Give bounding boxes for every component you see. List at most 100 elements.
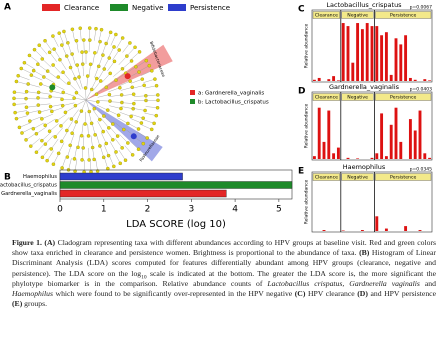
- node: [54, 119, 59, 123]
- node: [40, 117, 44, 121]
- node: [80, 158, 84, 162]
- branch: [138, 65, 150, 72]
- node: [139, 121, 144, 125]
- abundance-bar: [380, 35, 384, 81]
- abundance-bar: [332, 153, 336, 159]
- branch: [34, 49, 44, 59]
- branch: [37, 64, 48, 72]
- abundance-bar: [332, 76, 336, 81]
- node: [118, 161, 123, 166]
- node: [98, 117, 102, 122]
- node: [49, 147, 54, 151]
- branch: [109, 101, 122, 103]
- node: [36, 96, 40, 100]
- abundance-bar: [389, 74, 393, 81]
- branch: [119, 112, 132, 117]
- p-value: p=0.0345: [410, 167, 433, 173]
- node: [104, 141, 109, 146]
- node: [50, 109, 54, 114]
- branch: [53, 49, 61, 60]
- node: [37, 43, 41, 47]
- branch: [29, 55, 40, 64]
- node: [40, 57, 45, 61]
- node: [36, 62, 40, 66]
- node: [73, 76, 77, 81]
- node: [145, 136, 149, 140]
- branch: [31, 74, 43, 81]
- abundance-bar: [394, 38, 398, 81]
- branch: [86, 76, 88, 89]
- branch: [63, 31, 68, 43]
- abundance-bar: [408, 77, 412, 81]
- branch: [85, 94, 97, 101]
- node: [122, 127, 126, 132]
- branch: [116, 37, 123, 49]
- branch: [36, 126, 47, 134]
- node: [124, 73, 131, 80]
- node: [43, 39, 47, 43]
- figure: ABifidobacteriaceaePasteurellaceaeCleara…: [0, 1, 433, 233]
- branch: [105, 129, 113, 140]
- node: [53, 135, 57, 139]
- node: [111, 138, 115, 142]
- branch: [46, 150, 54, 161]
- node: [79, 109, 84, 113]
- branch: [94, 66, 99, 78]
- branch: [68, 158, 72, 170]
- branch: [66, 55, 72, 68]
- branch: [118, 150, 126, 161]
- branch: [131, 114, 144, 119]
- node: [107, 126, 111, 130]
- node: [68, 143, 72, 148]
- taxon-label: b: Lactobacillus_crispatus: [198, 100, 269, 106]
- branch: [55, 127, 64, 137]
- node: [150, 69, 154, 73]
- branch: [24, 62, 35, 70]
- node: [81, 146, 85, 150]
- legend-swatch: [168, 4, 186, 11]
- node: [78, 26, 82, 30]
- node: [38, 82, 43, 86]
- branch: [101, 132, 107, 144]
- node: [19, 66, 24, 71]
- node: [101, 129, 105, 134]
- node: [72, 157, 77, 161]
- group-box: [375, 11, 432, 19]
- branch: [97, 120, 104, 132]
- branch: [14, 103, 27, 105]
- caption-text: (C): [294, 289, 306, 299]
- node: [34, 131, 39, 136]
- abundance-bar: [356, 23, 360, 81]
- caption-text: scale is indicated at the bottom. The gr…: [12, 268, 436, 288]
- legend-swatch: [42, 4, 60, 11]
- node: [60, 43, 64, 47]
- branch: [53, 153, 60, 165]
- abundance-bar: [384, 32, 388, 81]
- group-box: [375, 93, 432, 101]
- node: [85, 74, 90, 78]
- abundance-bar: [404, 35, 408, 81]
- node: [118, 85, 122, 90]
- branch: [92, 147, 95, 160]
- branch: [145, 106, 158, 108]
- branch: [60, 117, 70, 126]
- node: [83, 122, 87, 126]
- bar: [59, 172, 183, 181]
- node: [137, 70, 141, 74]
- branch: [82, 64, 85, 77]
- node: [12, 102, 16, 107]
- branch: [62, 102, 75, 106]
- abundance-bar: [370, 157, 374, 159]
- branch: [113, 68, 123, 77]
- group-label: Persistence: [390, 13, 416, 19]
- node: [51, 162, 56, 166]
- branch: [119, 134, 129, 144]
- node: [61, 70, 65, 75]
- branch: [122, 42, 131, 53]
- branch: [93, 80, 101, 91]
- node: [130, 153, 135, 157]
- node: [86, 134, 91, 138]
- node: [14, 116, 19, 121]
- node: [77, 75, 81, 79]
